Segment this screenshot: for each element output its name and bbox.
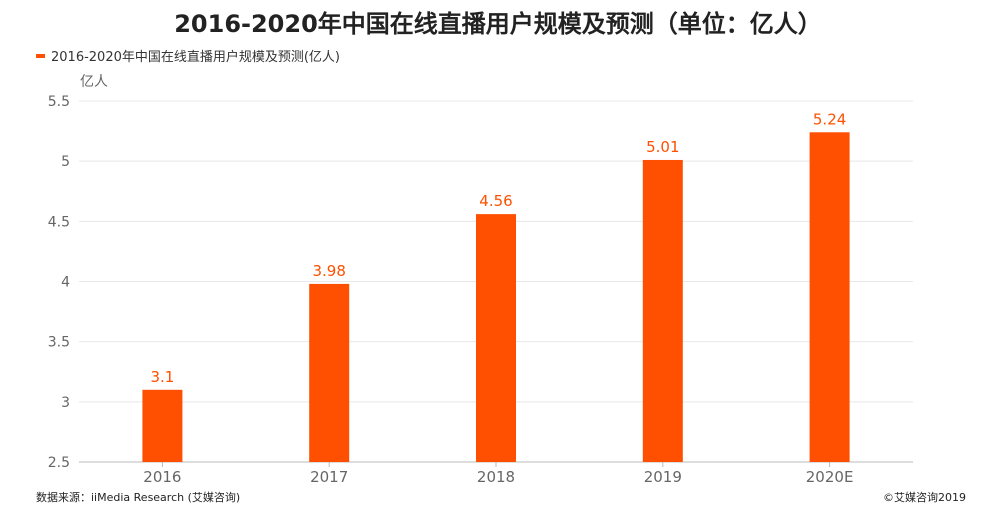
x-tick-label: 2020E: [806, 468, 854, 486]
chart-title: 2016-2020年中国在线直播用户规模及预测（单位：亿人）: [174, 10, 822, 38]
bar: [476, 214, 516, 462]
y-tick-label: 4.5: [48, 214, 70, 230]
bar: [142, 389, 183, 462]
legend: 2016-2020年中国在线直播用户规模及预测(亿人): [36, 46, 340, 65]
bar: [642, 159, 683, 463]
data-label: 5.24: [813, 110, 846, 128]
y-tick-label: 5: [61, 154, 70, 170]
y-tick-label: 3: [61, 395, 70, 411]
data-label: 3.1: [150, 368, 174, 386]
y-tick-label: 5.5: [48, 94, 70, 110]
y-tick-label: 3.5: [48, 335, 70, 351]
legend-swatch: [36, 53, 45, 58]
source-note: 数据来源：iiMedia Research (艾媒咨询): [36, 491, 241, 504]
y-axis-label: 亿人: [80, 74, 108, 90]
x-tick-label: 2017: [310, 468, 348, 486]
x-tick-label: 2019: [644, 468, 682, 486]
bar: [809, 132, 850, 462]
data-label: 3.98: [312, 262, 345, 280]
legend-label: 2016-2020年中国在线直播用户规模及预测(亿人): [51, 50, 341, 65]
y-tick-label: 4: [61, 275, 70, 291]
bar: [309, 283, 350, 462]
copyright-note: ©艾媒咨询2019: [883, 491, 966, 504]
x-tick-label: 2016: [143, 468, 181, 486]
x-tick-label: 2018: [477, 468, 515, 486]
data-label: 4.56: [479, 192, 512, 210]
y-tick-label: 2.5: [48, 455, 70, 471]
data-label: 5.01: [646, 138, 679, 156]
